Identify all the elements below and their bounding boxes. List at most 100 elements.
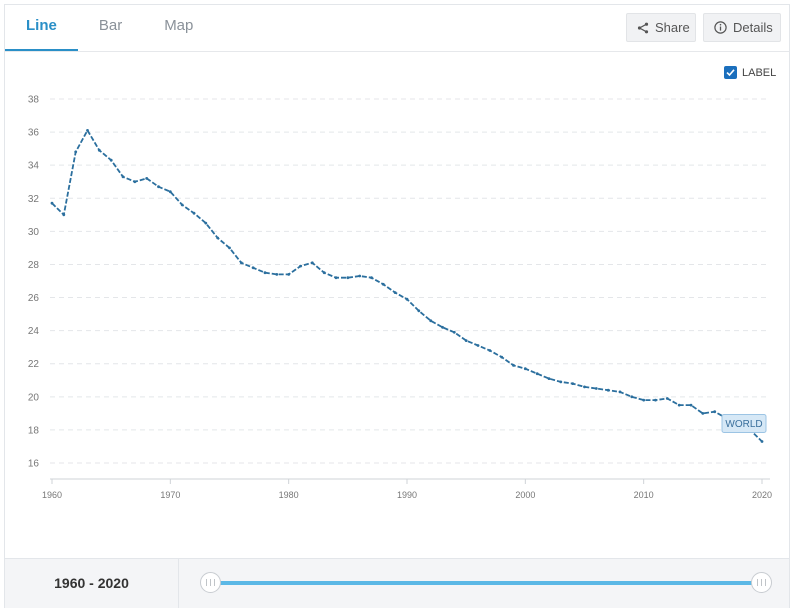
data-point — [192, 211, 196, 215]
data-point — [500, 355, 504, 359]
data-point — [523, 367, 527, 371]
x-tick-label: 1960 — [42, 490, 62, 500]
data-point — [381, 282, 385, 286]
tab-divider — [5, 51, 789, 52]
data-point — [476, 344, 480, 347]
range-footer: 1960 - 2020 — [5, 558, 789, 608]
y-tick-label: 26 — [28, 293, 40, 304]
x-tick-label: 2020 — [752, 490, 772, 500]
tab-map[interactable]: Map — [164, 17, 194, 34]
y-tick-label: 18 — [28, 425, 40, 436]
data-point — [689, 403, 693, 407]
share-icon — [637, 22, 649, 34]
data-point — [370, 276, 373, 280]
label-toggle[interactable]: LABEL — [724, 66, 776, 79]
y-tick-label: 38 — [28, 95, 40, 106]
share-label: Share — [655, 20, 690, 35]
y-tick-label: 32 — [28, 194, 40, 205]
y-tick-label: 16 — [28, 459, 40, 470]
data-point — [488, 349, 492, 352]
data-point — [275, 273, 279, 276]
data-point — [535, 372, 539, 376]
data-point — [594, 387, 598, 390]
range-start-handle[interactable] — [200, 572, 221, 593]
x-tick-label: 2000 — [515, 490, 535, 500]
range-end-handle[interactable] — [751, 572, 772, 593]
y-tick-label: 36 — [28, 128, 40, 139]
tab-line[interactable]: Line — [5, 5, 78, 51]
data-point — [299, 264, 302, 268]
data-point — [168, 190, 172, 194]
data-point — [665, 397, 669, 400]
data-point — [97, 148, 101, 152]
data-point — [760, 440, 764, 443]
data-point — [109, 158, 113, 162]
data-point — [701, 412, 705, 415]
data-point — [654, 398, 657, 402]
data-point — [393, 291, 397, 294]
data-point — [251, 266, 255, 270]
range-slider-track[interactable] — [210, 581, 762, 585]
y-tick-label: 30 — [28, 227, 40, 238]
data-point — [157, 185, 160, 189]
data-point — [606, 388, 610, 392]
data-point — [133, 180, 137, 184]
y-tick-label: 24 — [28, 326, 40, 337]
chart-type-tabs: Line Bar Map — [5, 5, 214, 51]
data-point — [239, 261, 243, 265]
x-tick-label: 1980 — [279, 490, 299, 500]
x-tick-label: 2010 — [634, 490, 654, 500]
data-point — [62, 213, 66, 217]
data-point — [334, 276, 338, 280]
data-point — [263, 271, 267, 275]
data-point — [512, 364, 515, 367]
share-button[interactable]: Share — [626, 13, 696, 42]
year-range-label: 1960 - 2020 — [5, 559, 179, 608]
data-point — [346, 276, 350, 280]
data-point — [464, 339, 468, 342]
grip-icon — [757, 579, 766, 586]
details-button[interactable]: Details — [703, 13, 781, 42]
data-point — [145, 177, 149, 180]
data-point — [452, 330, 456, 334]
data-point — [310, 261, 314, 265]
chart-widget: Line Bar Map Share Details — [4, 4, 790, 608]
data-point — [618, 390, 622, 394]
grip-icon — [206, 579, 215, 586]
data-point — [583, 385, 586, 389]
data-point — [405, 297, 409, 301]
data-point — [571, 382, 575, 385]
data-point — [180, 203, 184, 207]
data-point — [322, 271, 326, 275]
data-point — [559, 380, 563, 384]
data-point — [86, 129, 89, 132]
data-point — [74, 150, 78, 154]
data-point — [677, 403, 681, 407]
info-icon — [714, 21, 727, 34]
data-point — [429, 319, 433, 323]
data-point — [713, 410, 717, 414]
label-checkbox[interactable] — [724, 66, 737, 79]
data-point — [216, 236, 220, 240]
data-point — [642, 398, 646, 402]
tab-bar[interactable]: Bar — [98, 17, 123, 34]
x-tick-label: 1990 — [397, 490, 417, 500]
y-tick-label: 28 — [28, 260, 40, 271]
data-point — [50, 201, 54, 205]
data-point — [358, 274, 362, 278]
series-label-box — [721, 413, 767, 433]
data-point — [547, 377, 551, 380]
data-point — [204, 221, 208, 225]
y-tick-label: 34 — [28, 161, 40, 172]
check-icon — [726, 69, 735, 77]
data-point — [287, 273, 291, 276]
data-point — [228, 246, 231, 250]
y-tick-label: 20 — [28, 392, 40, 403]
series-label: WORLD — [725, 419, 762, 430]
data-point — [630, 395, 634, 399]
x-tick-label: 1970 — [160, 490, 180, 500]
data-point — [121, 175, 125, 179]
series-line-0 — [51, 129, 763, 443]
line-chart: 16 18 20 22 24 26 28 30 32 34 36 38 1960 1970 1980 1990… — [28, 95, 772, 501]
data-point — [441, 325, 444, 329]
